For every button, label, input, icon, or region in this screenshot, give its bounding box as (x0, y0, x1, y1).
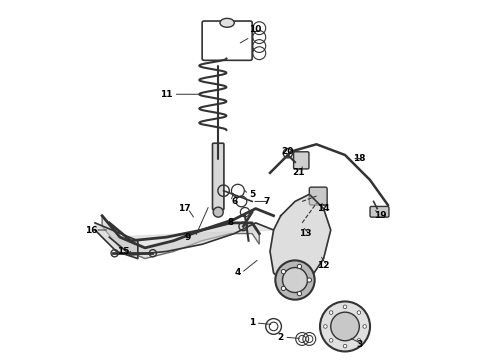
Circle shape (307, 278, 312, 282)
Circle shape (357, 311, 361, 314)
Circle shape (297, 264, 301, 269)
Text: 13: 13 (299, 229, 312, 238)
Text: 21: 21 (293, 168, 305, 177)
Text: 19: 19 (374, 211, 387, 220)
Polygon shape (102, 216, 259, 258)
Polygon shape (95, 223, 138, 258)
Text: 17: 17 (178, 204, 191, 213)
Text: 11: 11 (160, 90, 172, 99)
Circle shape (363, 325, 367, 328)
Text: 9: 9 (185, 233, 191, 242)
Ellipse shape (220, 18, 234, 27)
Text: 7: 7 (263, 197, 270, 206)
FancyBboxPatch shape (309, 187, 327, 205)
Text: 15: 15 (117, 247, 130, 256)
Circle shape (281, 286, 286, 291)
Text: 12: 12 (318, 261, 330, 270)
Circle shape (343, 344, 347, 348)
Circle shape (320, 301, 370, 351)
Text: 20: 20 (282, 147, 294, 156)
Text: 5: 5 (249, 190, 255, 199)
Circle shape (357, 338, 361, 342)
Circle shape (331, 312, 359, 341)
Text: 4: 4 (235, 268, 241, 277)
Circle shape (323, 325, 327, 328)
Text: 2: 2 (278, 333, 284, 342)
Circle shape (343, 305, 347, 309)
Circle shape (329, 311, 333, 314)
FancyBboxPatch shape (370, 206, 389, 217)
Text: 1: 1 (249, 318, 255, 327)
FancyBboxPatch shape (294, 152, 309, 169)
Circle shape (329, 338, 333, 342)
Circle shape (283, 267, 308, 293)
Text: 8: 8 (227, 219, 234, 228)
Polygon shape (270, 194, 331, 287)
Circle shape (297, 292, 301, 296)
Text: 14: 14 (318, 204, 330, 213)
Text: 6: 6 (231, 197, 238, 206)
Circle shape (213, 207, 223, 217)
Circle shape (281, 270, 286, 274)
FancyBboxPatch shape (213, 143, 224, 210)
Text: 18: 18 (353, 154, 366, 163)
Text: 16: 16 (85, 225, 98, 234)
Text: 10: 10 (249, 26, 262, 35)
Text: 3: 3 (356, 340, 363, 349)
Polygon shape (109, 223, 273, 255)
Circle shape (275, 260, 315, 300)
